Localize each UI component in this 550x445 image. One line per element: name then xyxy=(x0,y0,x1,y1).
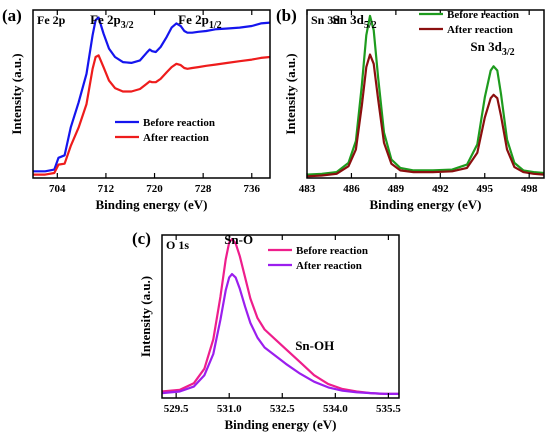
x-tick-label: 736 xyxy=(244,183,261,195)
panel-tag: (b) xyxy=(276,6,297,25)
peak-label-main: Sn 3d xyxy=(470,39,502,54)
x-tick-label: 483 xyxy=(299,183,316,195)
series-line-2 xyxy=(33,54,271,176)
x-axis-title: Binding energy (eV) xyxy=(370,197,482,212)
peak-label: Sn 3d3/2 xyxy=(470,39,514,58)
x-tick-label: 720 xyxy=(146,183,163,195)
x-tick-label: 498 xyxy=(521,183,538,195)
x-axis-title: Binding energy (eV) xyxy=(96,197,208,212)
x-tick-label: 495 xyxy=(477,183,494,195)
x-tick-label: 535.5 xyxy=(376,403,401,415)
legend-label: After reaction xyxy=(296,260,362,272)
series-line-1 xyxy=(33,16,271,173)
plot-frame xyxy=(32,9,271,179)
x-tick-label: 489 xyxy=(388,183,405,195)
plot-frame xyxy=(161,234,400,399)
y-axis-title: Intensity (a.u.) xyxy=(138,276,153,357)
y-axis-title: Intensity (a.u.) xyxy=(9,53,24,134)
series-line-1 xyxy=(161,238,399,395)
peak-label-main: Sn-O xyxy=(224,232,253,247)
x-tick-label: 531.0 xyxy=(217,403,242,415)
peak-label-subscript: 1/2 xyxy=(209,20,222,31)
x-tick-label: 704 xyxy=(49,183,66,195)
x-tick-label: 712 xyxy=(98,183,115,195)
series-line-2 xyxy=(306,53,545,178)
peak-label-subscript: 3/2 xyxy=(121,20,134,31)
series-line-1 xyxy=(306,14,545,176)
panel-3: 529.5 531.0 532.5 534.0 535.5 Binding energy … xyxy=(132,229,401,432)
x-tick-label: 529.5 xyxy=(164,403,189,415)
peak-label-main: Sn 3d xyxy=(332,12,364,27)
x-tick-label: 486 xyxy=(343,183,360,195)
x-axis-title: Binding energy (eV) xyxy=(225,417,337,432)
x-tick-label: 532.5 xyxy=(270,403,295,415)
legend-label: Before reaction xyxy=(143,117,215,129)
panel-tag: (a) xyxy=(2,6,22,25)
peak-label: Sn 3d5/2 xyxy=(332,12,376,31)
plot-frame xyxy=(306,9,545,179)
panel-1: 704 712 720 728 736 Binding energy (eV) Intens… xyxy=(2,6,271,212)
peak-label: Fe 2p1/2 xyxy=(178,12,221,31)
core-level-label: Fe 2p xyxy=(37,13,66,27)
peak-label: Fe 2p3/2 xyxy=(90,12,133,31)
core-level-label: Sn 3d xyxy=(311,13,340,27)
peak-label-main: Sn-OH xyxy=(295,338,334,353)
peak-label-main: Fe 2p xyxy=(90,12,121,27)
panel-2: 483 486 489 492 495 498 Binding energy (eV) Int… xyxy=(276,6,545,212)
legend-label: After reaction xyxy=(447,24,513,36)
x-tick-label: 534.0 xyxy=(323,403,348,415)
peak-label-subscript: 3/2 xyxy=(502,47,515,58)
x-tick-label: 728 xyxy=(195,183,212,195)
series-line-2 xyxy=(161,273,399,395)
peak-label: Sn-OH xyxy=(295,338,334,353)
panel-tag: (c) xyxy=(132,229,151,248)
legend-label: Before reaction xyxy=(447,9,519,21)
x-tick-label: 492 xyxy=(432,183,449,195)
y-axis-title: Intensity (a.u.) xyxy=(283,53,298,134)
legend-label: After reaction xyxy=(143,132,209,144)
peak-label-subscript: 5/2 xyxy=(364,20,377,31)
core-level-label: O 1s xyxy=(166,238,189,252)
peak-label-main: Fe 2p xyxy=(178,12,209,27)
legend-label: Before reaction xyxy=(296,245,368,257)
peak-label: Sn-O xyxy=(224,232,253,247)
